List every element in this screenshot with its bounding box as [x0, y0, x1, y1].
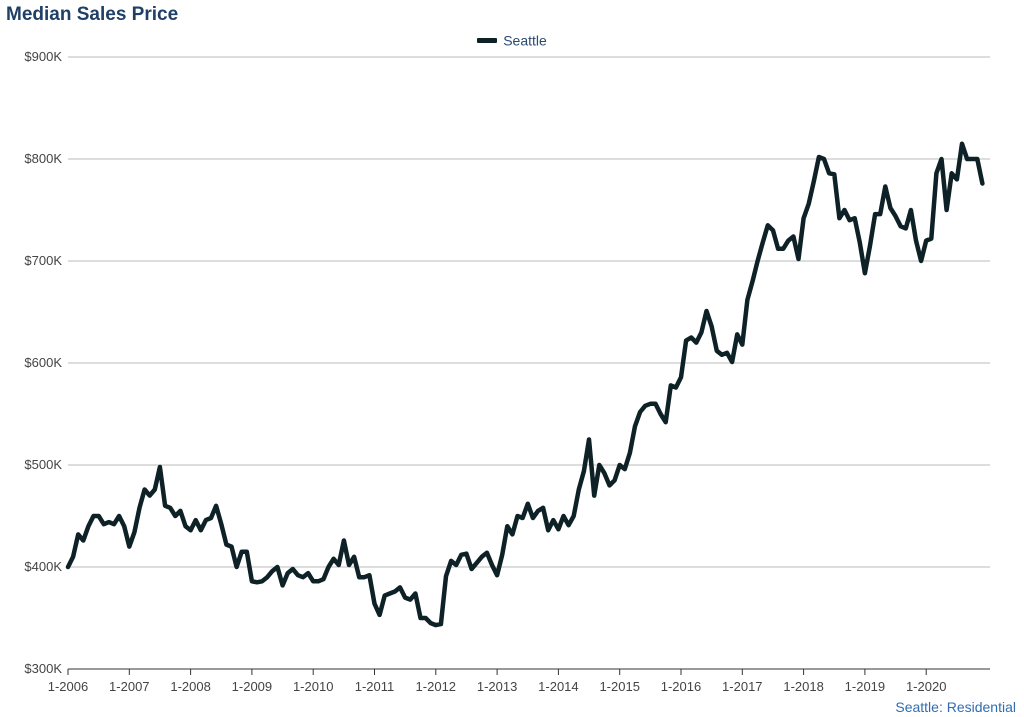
- x-tick-label: 1-2008: [170, 679, 210, 694]
- y-tick-label: $700K: [24, 253, 62, 268]
- series-line-seattle: [65, 141, 985, 628]
- y-axis-ticks: $300K $400K $500K $600K $700K $800K $900K: [24, 49, 62, 676]
- x-tick-label: 1-2010: [293, 679, 333, 694]
- x-tick-label: 1-2016: [661, 679, 701, 694]
- legend-label-seattle: Seattle: [503, 32, 547, 49]
- x-tick-label: 1-2013: [477, 679, 517, 694]
- x-tick-label: 1-2018: [783, 679, 823, 694]
- chart-legend: Seattle: [0, 31, 1024, 48]
- x-tick-label: 1-2006: [48, 679, 88, 694]
- y-tick-label: $400K: [24, 559, 62, 574]
- y-tick-label: $500K: [24, 457, 62, 472]
- y-tick-label: $600K: [24, 355, 62, 370]
- y-tick-label: $900K: [24, 49, 62, 64]
- x-tick-label: 1-2017: [722, 679, 762, 694]
- x-tick-label: 1-2020: [906, 679, 946, 694]
- x-tick-label: 1-2012: [416, 679, 456, 694]
- x-axis: 1-2006 1-2007 1-2008 1-2009 1-2010 1-2011 1-20…: [48, 668, 990, 694]
- x-tick-label: 1-2011: [355, 679, 395, 694]
- x-tick-label: 1-2014: [538, 679, 578, 694]
- x-tick-label: 1-2007: [109, 679, 149, 694]
- legend-swatch-seattle: [477, 37, 498, 43]
- series-group: [65, 141, 985, 628]
- y-tick-label: $300K: [24, 661, 62, 676]
- chart-title: Median Sales Price: [6, 4, 179, 25]
- grid-lines: [68, 56, 990, 670]
- chart-footer: Seattle: Residential: [895, 699, 1016, 715]
- x-tick-label: 1-2009: [232, 679, 272, 694]
- x-tick-label: 1-2015: [599, 679, 639, 694]
- x-tick-label: 1-2019: [845, 679, 885, 694]
- y-tick-label: $800K: [24, 151, 62, 166]
